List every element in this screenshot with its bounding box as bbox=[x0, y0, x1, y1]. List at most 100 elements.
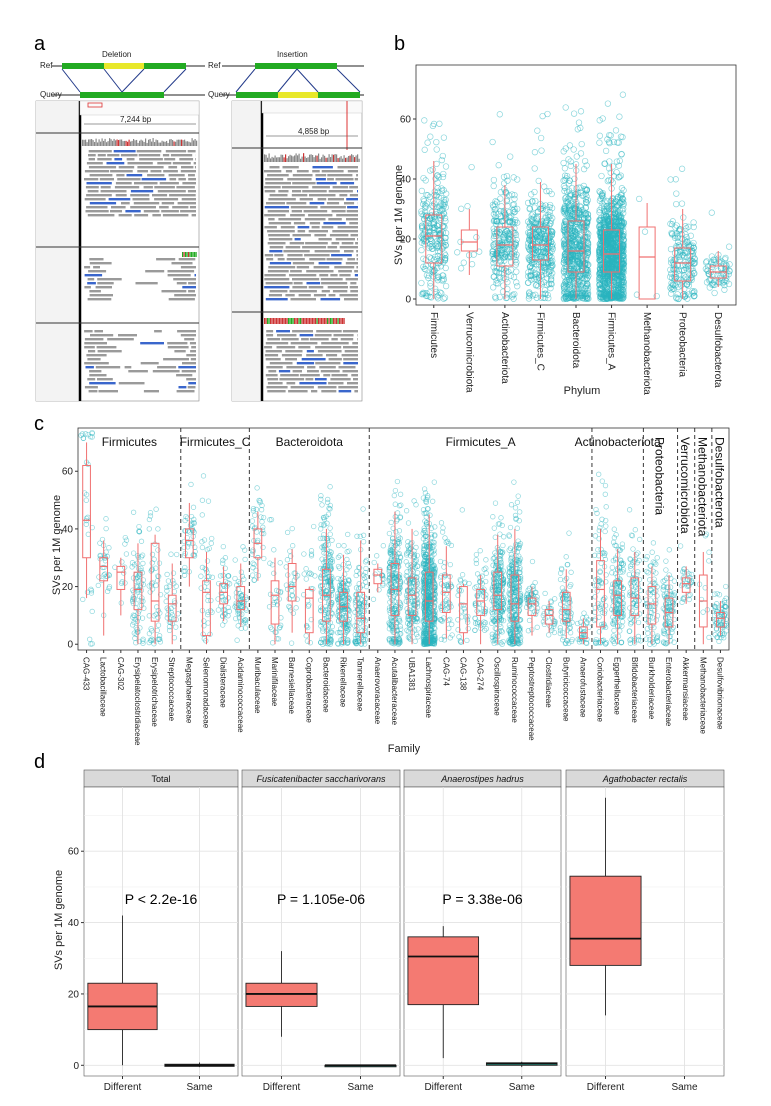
data-point bbox=[440, 243, 447, 251]
data-point bbox=[423, 212, 430, 219]
data-point bbox=[546, 267, 553, 274]
igv-read bbox=[298, 346, 311, 349]
data-point bbox=[612, 127, 620, 134]
y-tick-label: 20 bbox=[62, 582, 74, 593]
data-point bbox=[392, 501, 398, 507]
data-point bbox=[525, 272, 532, 280]
data-point bbox=[499, 288, 507, 295]
igv-read bbox=[266, 202, 285, 205]
igv-read bbox=[163, 170, 178, 173]
igv-read bbox=[187, 150, 196, 153]
igv-read bbox=[86, 182, 112, 185]
data-point bbox=[565, 156, 572, 163]
igv-read bbox=[349, 194, 358, 197]
igv-coverage-bar bbox=[86, 142, 88, 146]
query-segment-green bbox=[122, 92, 164, 98]
igv-read bbox=[97, 282, 114, 285]
igv-coverage-bar bbox=[98, 139, 100, 146]
data-point bbox=[529, 211, 536, 218]
igv-coverage-bar bbox=[292, 318, 294, 324]
data-point bbox=[421, 117, 428, 124]
igv-read bbox=[88, 270, 107, 273]
igv-read bbox=[328, 382, 344, 385]
data-point bbox=[563, 221, 570, 228]
igv-coverage-bar bbox=[321, 157, 323, 162]
data-point bbox=[397, 491, 404, 497]
igv-read bbox=[308, 214, 333, 217]
data-point bbox=[539, 112, 546, 120]
data-point bbox=[636, 195, 643, 203]
igv-coverage-bar bbox=[189, 252, 191, 257]
igv-read bbox=[341, 242, 354, 245]
data-point bbox=[528, 198, 536, 205]
igv-coverage-bar bbox=[294, 318, 296, 324]
igv-read bbox=[309, 194, 336, 197]
data-point bbox=[509, 201, 516, 209]
igv-coverage-bar bbox=[331, 318, 333, 324]
igv-read bbox=[289, 274, 317, 277]
igv-coverage-bar bbox=[354, 157, 356, 162]
data-point bbox=[422, 177, 429, 184]
data-point bbox=[254, 529, 260, 535]
igv-read bbox=[118, 334, 137, 337]
igv-coverage-bar bbox=[268, 318, 270, 324]
igv-read bbox=[176, 186, 195, 189]
igv-coverage-bar bbox=[264, 154, 266, 162]
igv-coverage-bar bbox=[297, 155, 299, 162]
igv-read bbox=[314, 378, 327, 381]
igv-read bbox=[162, 154, 170, 157]
data-point bbox=[584, 291, 592, 298]
box bbox=[496, 226, 514, 267]
igv-read bbox=[265, 350, 282, 353]
igv-read bbox=[97, 350, 122, 353]
data-point bbox=[435, 174, 443, 181]
data-point bbox=[284, 557, 291, 563]
igv-read bbox=[152, 214, 161, 217]
igv-read bbox=[346, 210, 358, 213]
igv-coverage-bar bbox=[337, 158, 339, 162]
igv-read bbox=[335, 238, 355, 241]
igv-coverage-bar bbox=[286, 318, 288, 324]
igv-read bbox=[290, 342, 318, 345]
igv-read bbox=[173, 278, 196, 281]
data-point bbox=[708, 209, 715, 216]
box bbox=[638, 226, 656, 300]
data-point bbox=[426, 193, 434, 201]
data-point bbox=[531, 149, 539, 156]
igv-coverage-bar bbox=[280, 154, 282, 162]
igv-screenshot-deletion: 7,244 bp bbox=[35, 100, 200, 402]
igv-read bbox=[343, 358, 358, 361]
igv-read bbox=[347, 170, 358, 173]
igv-read bbox=[346, 198, 358, 201]
data-point bbox=[562, 104, 569, 111]
igv-read bbox=[350, 282, 357, 285]
igv-read bbox=[285, 350, 303, 353]
data-point bbox=[582, 190, 589, 197]
igv-read bbox=[87, 214, 115, 217]
igv-read bbox=[266, 330, 274, 333]
igv-read bbox=[188, 174, 195, 177]
igv-read bbox=[162, 214, 189, 217]
data-point bbox=[418, 239, 425, 246]
data-point bbox=[548, 190, 555, 198]
igv-read bbox=[342, 370, 358, 373]
data-point bbox=[530, 219, 538, 227]
data-point bbox=[607, 169, 614, 176]
data-point bbox=[106, 545, 112, 551]
igv-read bbox=[269, 166, 280, 169]
data-point bbox=[260, 514, 267, 521]
data-point bbox=[532, 282, 540, 289]
igv-coverage-bar bbox=[190, 142, 192, 146]
igv-read bbox=[331, 374, 348, 377]
data-point bbox=[491, 267, 499, 275]
igv-read bbox=[154, 186, 175, 189]
data-point bbox=[418, 233, 425, 240]
data-point bbox=[561, 243, 568, 251]
igv-coverage-bar bbox=[280, 318, 282, 324]
igv-read bbox=[356, 250, 358, 253]
igv-read bbox=[265, 178, 284, 181]
insertion-ref-label: Ref bbox=[208, 61, 221, 70]
data-point bbox=[567, 162, 574, 170]
igv-read bbox=[331, 210, 346, 213]
data-point bbox=[425, 272, 433, 279]
